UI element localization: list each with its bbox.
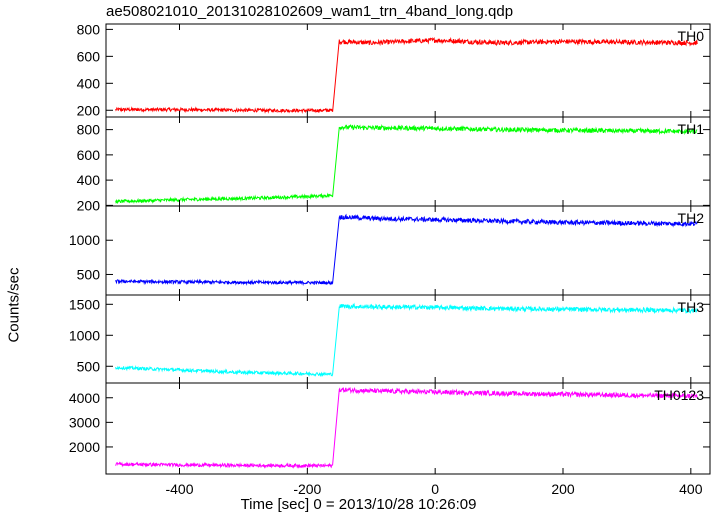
x-tick-label: -400 [165,481,193,497]
x-tick-label: 0 [431,481,439,497]
y-tick-label: 200 [77,102,101,118]
panel-label-th0: TH0 [678,28,705,44]
panel-frame-th0 [105,23,711,118]
y-tick-label: 4000 [69,390,100,406]
series-line-th1 [115,123,698,204]
y-tick-label: 1000 [69,232,100,248]
y-tick-label: 600 [77,147,101,163]
y-tick-label: 500 [77,266,101,282]
y-tick-label: 800 [77,122,101,138]
y-tick-label: 800 [77,21,101,37]
y-tick-label: 500 [77,358,101,374]
series-line-th0123 [115,386,698,469]
panel-label-th1: TH1 [678,121,705,137]
y-tick-label: 600 [77,48,101,64]
series-line-th3 [115,302,698,378]
y-tick-label: 1000 [69,327,100,343]
panel-label-th3: TH3 [678,299,705,315]
x-tick-label: -200 [293,481,321,497]
y-tick-label: 3000 [69,414,100,430]
panel-label-th2: TH2 [678,210,705,226]
y-tick-label: 400 [77,172,101,188]
y-tick-label: 1500 [69,296,100,312]
x-tick-label: 400 [679,481,703,497]
chart-title: ae508021010_20131028102609_wam1_trn_4ban… [106,3,514,20]
y-tick-label: 2000 [69,439,100,455]
series-line-th0 [115,36,698,114]
x-axis-label: Time [sec] 0 = 2013/10/28 10:26:09 [240,496,477,513]
x-tick-label: 200 [551,481,575,497]
y-axis-label: Counts/sec [5,267,23,343]
panel-frame-th0123 [105,382,711,475]
series-line-th2 [115,213,698,286]
y-tick-label: 200 [77,197,101,213]
panel-label-th0123: TH0123 [654,387,704,403]
y-tick-label: 400 [77,75,101,91]
